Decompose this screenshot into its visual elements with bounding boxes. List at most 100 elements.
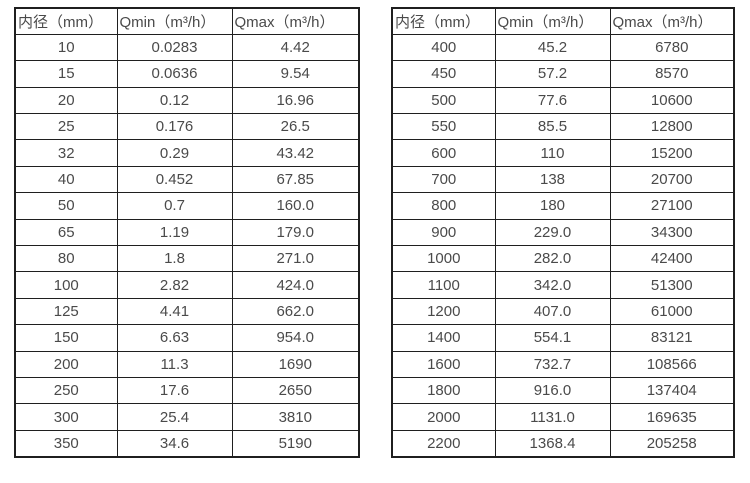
table-row: 10 0.0283 4.42 bbox=[14, 33, 360, 62]
table-cell: 43.42 bbox=[231, 139, 360, 167]
table-row: 80 1.8 271.0 bbox=[14, 245, 360, 273]
table-cell: 424.0 bbox=[231, 271, 360, 299]
table-cell: 4.41 bbox=[116, 297, 233, 326]
col-header-qmin: Qmin（m³/h） bbox=[116, 7, 233, 35]
table-cell: 6780 bbox=[609, 33, 735, 62]
table-cell: 0.7 bbox=[116, 192, 233, 220]
table-cell: 271.0 bbox=[231, 245, 360, 273]
table-cell: 200 bbox=[14, 350, 118, 378]
table-cell: 1100 bbox=[391, 271, 496, 299]
col-header-diameter: 内径（mm） bbox=[14, 7, 118, 35]
table-cell: 342.0 bbox=[494, 271, 611, 299]
table-cell: 138 bbox=[494, 165, 611, 194]
flow-table-large-diameters: 内径（mm） Qmin（m³/h） Qmax（m³/h） 400 45.2 6780… bbox=[391, 7, 735, 458]
table-cell: 9.54 bbox=[231, 60, 360, 88]
table-row: 100 2.82 424.0 bbox=[14, 271, 360, 299]
table-row: 550 85.5 12800 bbox=[391, 113, 735, 141]
table-cell: 10600 bbox=[609, 86, 735, 115]
col-header-qmax: Qmax（m³/h） bbox=[609, 7, 735, 35]
table-cell: 1131.0 bbox=[494, 403, 611, 431]
table-cell: 83121 bbox=[609, 324, 735, 352]
table-cell: 2200 bbox=[391, 429, 496, 458]
table-cell: 80 bbox=[14, 245, 118, 273]
table-cell: 34.6 bbox=[116, 429, 233, 458]
table-cell: 600 bbox=[391, 139, 496, 167]
table-cell: 108566 bbox=[609, 350, 735, 378]
table-row: 350 34.6 5190 bbox=[14, 429, 360, 458]
table-cell: 2650 bbox=[231, 376, 360, 405]
table-cell: 0.29 bbox=[116, 139, 233, 167]
table-cell: 450 bbox=[391, 60, 496, 88]
table-row: 40 0.452 67.85 bbox=[14, 165, 360, 194]
table-cell: 16.96 bbox=[231, 86, 360, 115]
table-row: 900 229.0 34300 bbox=[391, 218, 735, 247]
table-row: 20 0.12 16.96 bbox=[14, 86, 360, 115]
table-row: 1200 407.0 61000 bbox=[391, 297, 735, 326]
flow-rate-tables: 内径（mm） Qmin（m³/h） Qmax（m³/h） 10 0.0283 4.4… bbox=[14, 7, 735, 458]
table-cell: 350 bbox=[14, 429, 118, 458]
table-cell: 1.19 bbox=[116, 218, 233, 247]
table-cell: 500 bbox=[391, 86, 496, 115]
col-header-qmax: Qmax（m³/h） bbox=[231, 7, 360, 35]
table-cell: 179.0 bbox=[231, 218, 360, 247]
table-cell: 1.8 bbox=[116, 245, 233, 273]
table-cell: 5190 bbox=[231, 429, 360, 458]
table-cell: 1690 bbox=[231, 350, 360, 378]
table-cell: 1600 bbox=[391, 350, 496, 378]
table-row: 125 4.41 662.0 bbox=[14, 297, 360, 326]
table-body: 10 0.0283 4.42 15 0.0636 9.54 20 0.12 16.96 25 0.1… bbox=[14, 33, 360, 458]
table-row: 1600 732.7 108566 bbox=[391, 350, 735, 378]
table-cell: 25.4 bbox=[116, 403, 233, 431]
table-row: 250 17.6 2650 bbox=[14, 376, 360, 405]
table-cell: 550 bbox=[391, 113, 496, 141]
table-cell: 34300 bbox=[609, 218, 735, 247]
table-cell: 85.5 bbox=[494, 113, 611, 141]
table-cell: 300 bbox=[14, 403, 118, 431]
table-cell: 662.0 bbox=[231, 297, 360, 326]
table-cell: 77.6 bbox=[494, 86, 611, 115]
table-cell: 137404 bbox=[609, 376, 735, 405]
table-row: 1400 554.1 83121 bbox=[391, 324, 735, 352]
table-cell: 20700 bbox=[609, 165, 735, 194]
header-row: 内径（mm） Qmin（m³/h） Qmax（m³/h） bbox=[391, 7, 735, 35]
table-row: 50 0.7 160.0 bbox=[14, 192, 360, 220]
table-cell: 50 bbox=[14, 192, 118, 220]
table-cell: 11.3 bbox=[116, 350, 233, 378]
table-row: 1800 916.0 137404 bbox=[391, 376, 735, 405]
table-cell: 67.85 bbox=[231, 165, 360, 194]
flow-table-small-diameters: 内径（mm） Qmin（m³/h） Qmax（m³/h） 10 0.0283 4.4… bbox=[14, 7, 360, 458]
table-cell: 169635 bbox=[609, 403, 735, 431]
table-cell: 61000 bbox=[609, 297, 735, 326]
table-cell: 51300 bbox=[609, 271, 735, 299]
table-cell: 0.176 bbox=[116, 113, 233, 141]
table-cell: 15 bbox=[14, 60, 118, 88]
table-cell: 700 bbox=[391, 165, 496, 194]
table-cell: 282.0 bbox=[494, 245, 611, 273]
table-cell: 2000 bbox=[391, 403, 496, 431]
table-row: 450 57.2 8570 bbox=[391, 60, 735, 88]
table-row: 500 77.6 10600 bbox=[391, 86, 735, 115]
table-cell: 125 bbox=[14, 297, 118, 326]
table-cell: 65 bbox=[14, 218, 118, 247]
table-cell: 4.42 bbox=[231, 33, 360, 62]
table-cell: 8570 bbox=[609, 60, 735, 88]
table-cell: 1368.4 bbox=[494, 429, 611, 458]
table-cell: 205258 bbox=[609, 429, 735, 458]
table-cell: 1800 bbox=[391, 376, 496, 405]
table-row: 2000 1131.0 169635 bbox=[391, 403, 735, 431]
table-cell: 42400 bbox=[609, 245, 735, 273]
table-cell: 20 bbox=[14, 86, 118, 115]
table-cell: 0.0283 bbox=[116, 33, 233, 62]
table-cell: 32 bbox=[14, 139, 118, 167]
table-row: 800 180 27100 bbox=[391, 192, 735, 220]
table-body: 400 45.2 6780 450 57.2 8570 500 77.6 10600 550 85.… bbox=[391, 33, 735, 458]
header-row: 内径（mm） Qmin（m³/h） Qmax（m³/h） bbox=[14, 7, 360, 35]
table-cell: 954.0 bbox=[231, 324, 360, 352]
table-cell: 100 bbox=[14, 271, 118, 299]
table-row: 700 138 20700 bbox=[391, 165, 735, 194]
table-cell: 160.0 bbox=[231, 192, 360, 220]
table-cell: 900 bbox=[391, 218, 496, 247]
table-cell: 15200 bbox=[609, 139, 735, 167]
table-cell: 732.7 bbox=[494, 350, 611, 378]
table-row: 15 0.0636 9.54 bbox=[14, 60, 360, 88]
